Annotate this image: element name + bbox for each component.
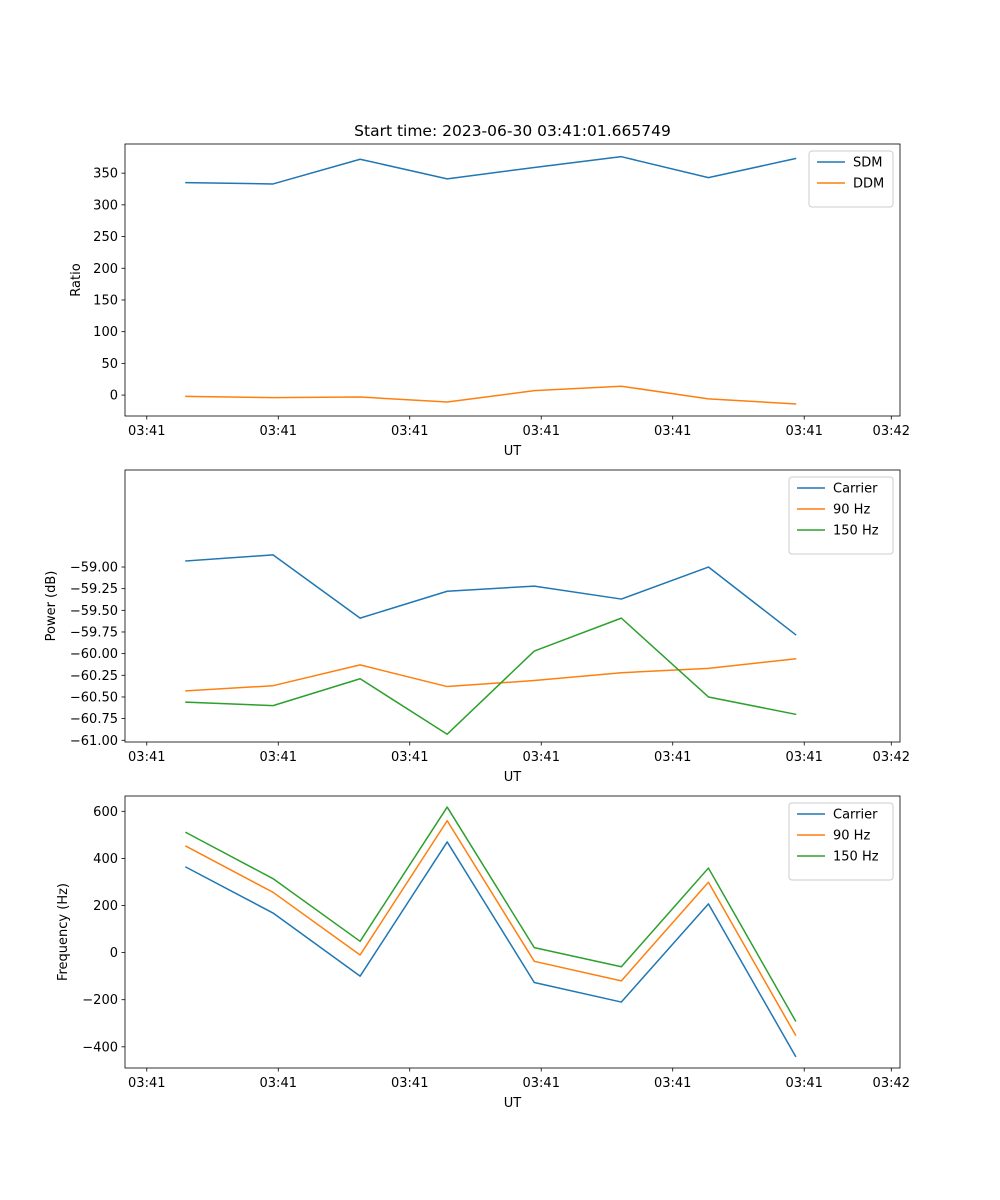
x-axis-label: UT (504, 1096, 522, 1111)
subplot-1: 03:41 03:41 03:41 03:41 03:41 03:41 03:42 0 50 10… (69, 122, 910, 459)
legend: Carrier 90 Hz 150 Hz (788, 802, 894, 881)
legend: Carrier 90 Hz 150 Hz (788, 476, 894, 555)
subplot-3: 03:41 03:41 03:41 03:41 03:41 03:41 03:42 −400 −… (56, 795, 910, 1111)
x-tick-label: 03:41 (785, 1076, 822, 1091)
legend-box (808, 150, 894, 208)
x-axis-label: UT (504, 770, 522, 785)
y-tick-label: 200 (93, 262, 118, 277)
series-line-150-hz (185, 617, 797, 735)
y-tick-label: −59.75 (70, 625, 118, 640)
x-tick-label: 03:41 (128, 424, 165, 439)
y-tick-label: 0 (110, 389, 118, 404)
y-tick-label: 400 (93, 852, 118, 867)
x-tick-label: 03:42 (873, 750, 910, 765)
y-tick-label: −61.00 (70, 734, 118, 749)
y-tick-label: 600 (93, 805, 118, 820)
x-tick-label: 03:41 (391, 1076, 428, 1091)
y-tick-label: −59.25 (70, 582, 118, 597)
y-tick-label: 300 (93, 198, 118, 213)
x-tick-label: 03:41 (260, 424, 297, 439)
x-tick-label: 03:41 (128, 1076, 165, 1091)
y-tick-label: −200 (82, 993, 118, 1008)
legend-label: Carrier (833, 482, 878, 497)
y-tick-label: −60.25 (70, 669, 118, 684)
x-tick-label: 03:41 (654, 424, 691, 439)
chart-title: Start time: 2023-06-30 03:41:01.665749 (354, 122, 671, 140)
y-axis-label: Frequency (Hz) (56, 883, 71, 981)
series-line-150-hz (184, 806, 797, 1022)
axes-frame (124, 795, 901, 1069)
x-tick-label: 03:42 (873, 1076, 910, 1091)
x-tick-label: 03:41 (391, 750, 428, 765)
y-tick-label: 100 (93, 325, 118, 340)
x-tick-label: 03:41 (654, 1076, 691, 1091)
series-line-sdm (185, 155, 797, 185)
x-tick-label: 03:41 (654, 750, 691, 765)
y-tick-label: 350 (93, 167, 118, 182)
legend: SDM DDM (808, 150, 894, 208)
series-line-carrier (184, 841, 797, 1058)
y-tick-label: 250 (93, 230, 118, 245)
legend-label: 90 Hz (833, 829, 870, 844)
series-line-90-hz (185, 658, 797, 692)
y-axis-label: Ratio (69, 263, 84, 296)
axes-frame (124, 469, 901, 743)
legend-box (788, 802, 894, 881)
legend-label: DDM (853, 177, 884, 192)
x-tick-label: 03:42 (873, 424, 910, 439)
x-tick-label: 03:41 (260, 1076, 297, 1091)
y-axis-label: Power (dB) (44, 571, 59, 642)
legend-label: 150 Hz (833, 524, 879, 539)
x-tick-label: 03:41 (391, 424, 428, 439)
x-tick-label: 03:41 (785, 424, 822, 439)
series-line-ddm (185, 385, 797, 405)
x-tick-label: 03:41 (785, 750, 822, 765)
series-line-carrier (185, 554, 797, 636)
legend-label: Carrier (833, 808, 878, 823)
y-tick-label: −59.50 (70, 604, 118, 619)
axes-frame (124, 143, 901, 417)
legend-label: 90 Hz (833, 503, 870, 518)
y-tick-label: 200 (93, 899, 118, 914)
y-tick-label: 0 (110, 946, 118, 961)
series-line-90-hz (184, 819, 797, 1037)
legend-label: SDM (853, 156, 882, 171)
y-tick-label: 150 (93, 293, 118, 308)
subplot-2: 03:41 03:41 03:41 03:41 03:41 03:41 03:42 −61.0… (44, 469, 910, 785)
y-tick-label: −60.00 (70, 647, 118, 662)
y-tick-label: −400 (82, 1040, 118, 1055)
y-tick-label: 50 (101, 357, 118, 372)
legend-box (788, 476, 894, 555)
y-tick-label: −60.50 (70, 690, 118, 705)
x-tick-label: 03:41 (260, 750, 297, 765)
x-tick-label: 03:41 (523, 424, 560, 439)
y-tick-label: −59.00 (70, 561, 118, 576)
x-tick-label: 03:41 (523, 750, 560, 765)
legend-label: 150 Hz (833, 850, 879, 865)
x-tick-label: 03:41 (128, 750, 165, 765)
x-tick-label: 03:41 (523, 1076, 560, 1091)
y-tick-label: −60.75 (70, 712, 118, 727)
x-axis-label: UT (504, 444, 522, 459)
